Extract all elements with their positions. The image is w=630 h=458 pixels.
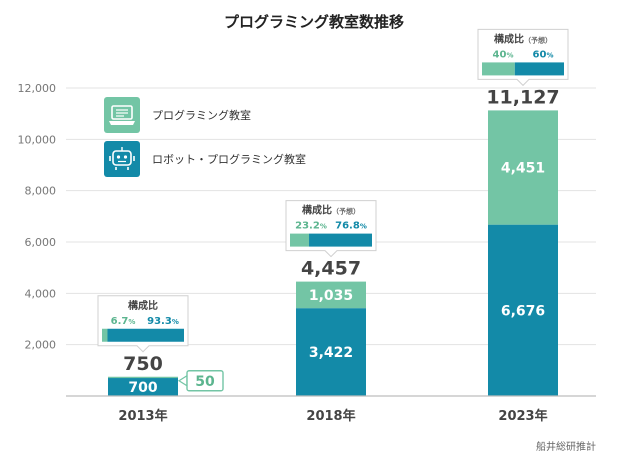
data-label-robot-programming: 3,422	[309, 345, 353, 361]
composition-box: 構成比（予想） 23.2% 76.8%	[285, 200, 377, 258]
composition-box: 構成比（予想） 40% 60%	[477, 28, 569, 87]
composition-bar-programming	[102, 328, 108, 342]
y-tick-label: 10,000	[18, 133, 57, 146]
x-tick-label: 2023年	[498, 408, 547, 424]
x-tick-label: 2018年	[306, 408, 355, 424]
data-label-robot-programming: 6,676	[501, 303, 545, 319]
x-axis: 2013年 2018年 2023年	[66, 395, 596, 424]
total-label: 750	[123, 353, 163, 375]
y-tick-label: 4,000	[25, 287, 57, 300]
legend-label-robot-programming: ロボット・プログラミング教室	[152, 152, 306, 166]
composition-title: 構成比（予想）	[302, 204, 360, 217]
callout-pointer	[177, 374, 188, 387]
y-axis: 2,000 4,000 6,000 8,000 10,000 12,000	[18, 82, 57, 352]
composition-bar-robot-programming	[514, 62, 564, 76]
composition-pct-programming: 23.2%	[295, 221, 327, 232]
composition-pct-robot-programming: 60%	[533, 49, 554, 60]
bar-segment-programming	[108, 376, 178, 379]
composition-pct-robot-programming: 93.3%	[147, 316, 179, 327]
composition-bar-programming	[290, 233, 310, 247]
composition-title: 構成比（予想）	[494, 32, 552, 45]
y-tick-label: 12,000	[18, 82, 57, 95]
data-label-robot-programming: 700	[128, 380, 157, 396]
y-tick-label: 2,000	[25, 339, 57, 352]
y-tick-label: 6,000	[25, 236, 57, 249]
data-label-programming: 50	[195, 374, 215, 390]
legend-item-programming: プログラミング教室	[104, 97, 251, 133]
laptop-icon	[109, 105, 135, 125]
bar-segment-robot-programming	[108, 378, 178, 396]
total-label: 11,127	[486, 86, 559, 108]
total-label: 4,457	[301, 258, 361, 280]
composition-pct-robot-programming: 76.8%	[335, 221, 367, 232]
bar-segment-robot-programming	[488, 224, 558, 396]
legend-label-programming: プログラミング教室	[152, 108, 251, 122]
chart-title: プログラミング教室数推移	[224, 13, 404, 31]
composition-bar-robot-programming	[107, 328, 184, 342]
composition-title: 構成比	[128, 299, 158, 312]
robot-icon	[109, 147, 135, 170]
bar-segment-programming	[488, 110, 558, 225]
legend-item-robot-programming: ロボット・プログラミング教室	[104, 141, 306, 177]
composition-box: 構成比 6.7% 93.3%	[97, 295, 189, 353]
composition-pct-programming: 40%	[493, 49, 514, 60]
composition-bar-programming	[482, 62, 515, 76]
bar-segment-programming	[296, 281, 366, 309]
source-note: 船井総研推計	[536, 440, 596, 453]
callout-box-programming	[186, 370, 224, 392]
composition-pct-programming: 6.7%	[111, 316, 136, 327]
y-tick-label: 8,000	[25, 185, 57, 198]
bar-segment-robot-programming	[296, 308, 366, 396]
data-label-programming: 4,451	[501, 161, 545, 177]
legend: プログラミング教室 ロボット・プログラミング教室	[104, 97, 306, 177]
legend-swatch-robot-programming	[104, 141, 140, 177]
composition-bar-robot-programming	[309, 233, 372, 247]
legend-swatch-programming	[104, 97, 140, 133]
x-tick-label: 2013年	[118, 408, 167, 424]
data-label-programming: 1,035	[309, 288, 353, 304]
